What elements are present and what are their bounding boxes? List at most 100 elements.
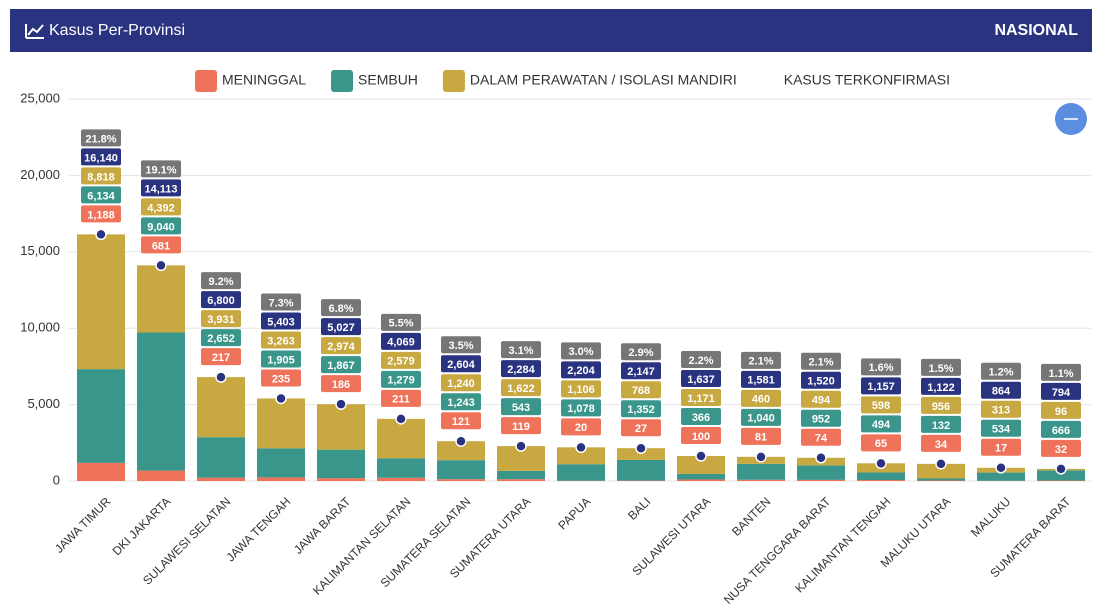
- data-label-text: 543: [512, 402, 530, 414]
- data-label: 460: [741, 390, 781, 407]
- data-label-text: 3.0%: [568, 346, 593, 358]
- bar-segment: [497, 471, 545, 479]
- data-label-text: 2,284: [507, 364, 535, 376]
- data-label: 768: [621, 381, 661, 398]
- data-label-text: 1,157: [867, 381, 895, 393]
- data-label-text: 1,520: [807, 376, 835, 388]
- data-label: 74: [801, 429, 841, 446]
- data-label-text: 132: [932, 420, 950, 432]
- data-label: 1,171: [681, 389, 721, 406]
- legend-label: MENINGGAL: [222, 72, 306, 88]
- data-label-text: 21.8%: [85, 133, 116, 145]
- data-label-text: 1,188: [87, 209, 115, 221]
- data-label-text: 460: [752, 394, 770, 406]
- data-label: 2.1%: [741, 352, 781, 369]
- bar-segment: [857, 472, 905, 480]
- data-label: 1,243: [441, 393, 481, 410]
- data-label-text: 2.9%: [628, 347, 653, 359]
- data-label-text: 534: [992, 424, 1011, 436]
- data-label-text: 1.6%: [868, 362, 893, 374]
- data-label-text: 313: [992, 405, 1010, 417]
- data-label-text: 81: [755, 432, 767, 444]
- data-label: 1.2%: [981, 363, 1021, 380]
- data-label: 6,800: [201, 291, 241, 308]
- data-label-text: 16,140: [84, 152, 118, 164]
- total-dot: [576, 442, 586, 452]
- data-label: 235: [261, 369, 301, 386]
- data-label: 21.8%: [81, 129, 121, 146]
- data-label: 217: [201, 348, 241, 365]
- data-label: 2.1%: [801, 353, 841, 370]
- data-label-text: 1,279: [387, 375, 415, 387]
- data-label-text: 4,069: [387, 337, 415, 349]
- data-label: 956: [921, 397, 961, 414]
- data-label-text: 666: [1052, 425, 1070, 437]
- total-dot: [516, 441, 526, 451]
- data-label-text: 864: [992, 386, 1011, 398]
- x-tick-label: JAWA TENGAH: [223, 494, 293, 564]
- bar-segment: [677, 479, 725, 481]
- data-label: 494: [861, 415, 901, 432]
- y-tick-label: 25,000: [20, 90, 60, 105]
- x-tick-label: NUSA TENGGARA BARAT: [721, 494, 834, 607]
- data-label-text: 2.1%: [748, 356, 773, 368]
- data-label: 1,352: [621, 400, 661, 417]
- data-label-text: 34: [935, 439, 948, 451]
- data-label: 666: [1041, 421, 1081, 438]
- data-label-text: 494: [812, 395, 831, 407]
- bar-segment: [257, 398, 305, 448]
- data-label: 5.5%: [381, 314, 421, 331]
- data-label-text: 1,637: [687, 374, 715, 386]
- data-label: 1,279: [381, 371, 421, 388]
- bar-segment: [77, 234, 125, 369]
- data-label-text: 2,974: [327, 341, 355, 353]
- data-label: 3,263: [261, 331, 301, 348]
- data-label: 6,134: [81, 186, 121, 203]
- data-label-text: 65: [875, 438, 887, 450]
- data-label-text: 121: [452, 416, 470, 428]
- data-label: 17: [981, 439, 1021, 456]
- data-label-text: 5,403: [267, 316, 295, 328]
- data-label-text: 1,078: [567, 403, 595, 415]
- data-label: 119: [501, 417, 541, 434]
- x-tick-label: BANTEN: [729, 494, 773, 538]
- data-label-text: 598: [872, 400, 890, 412]
- data-label-text: 74: [815, 433, 828, 445]
- total-dot: [336, 399, 346, 409]
- data-label: 313: [981, 401, 1021, 418]
- legend-label: DALAM PERAWATAN / ISOLASI MANDIRI: [470, 72, 737, 88]
- data-label: 19.1%: [141, 160, 181, 177]
- bar-segment: [137, 265, 185, 332]
- bar-segment: [377, 478, 425, 481]
- data-label: 3,931: [201, 310, 241, 327]
- bar-segment: [317, 450, 365, 479]
- bar-segment: [557, 464, 605, 480]
- bar-segment: [77, 463, 125, 481]
- y-tick-label: 20,000: [20, 167, 60, 182]
- data-label: 2,974: [321, 337, 361, 354]
- data-label-text: 794: [1052, 387, 1071, 399]
- x-tick-label: JAWA BARAT: [291, 494, 354, 557]
- data-label: 20: [561, 418, 601, 435]
- bar-segment: [137, 332, 185, 470]
- bar-segment: [737, 480, 785, 481]
- data-label: 3.1%: [501, 341, 541, 358]
- data-label: 2,579: [381, 352, 421, 369]
- bar-segment: [137, 471, 185, 481]
- bar-segment: [317, 404, 365, 449]
- data-label: 5,027: [321, 318, 361, 335]
- data-label: 65: [861, 434, 901, 451]
- data-label: 2,284: [501, 360, 541, 377]
- x-tick-label: PAPUA: [555, 494, 593, 532]
- data-label: 3.0%: [561, 342, 601, 359]
- data-label-text: 6.8%: [328, 303, 353, 315]
- bar-segment: [797, 480, 845, 481]
- data-label-text: 956: [932, 401, 950, 413]
- data-label-text: 2,604: [447, 359, 475, 371]
- bar-segment: [77, 369, 125, 463]
- data-label-text: 14,113: [144, 183, 177, 195]
- bar-segment: [737, 464, 785, 480]
- data-label-text: 2.2%: [688, 355, 713, 367]
- legend-swatch: [195, 70, 217, 92]
- data-label: 1,867: [321, 356, 361, 373]
